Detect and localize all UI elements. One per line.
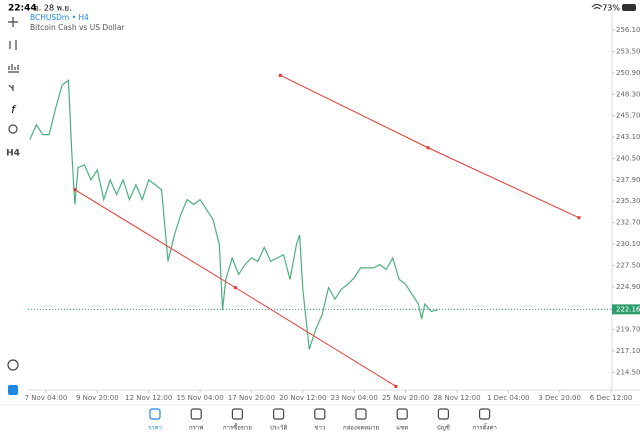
- y-tick-label: 219.70: [616, 326, 640, 334]
- x-tick-label: 23 Nov 04:00: [331, 394, 378, 402]
- trend-point: [577, 216, 581, 220]
- nav-icon: [396, 408, 408, 420]
- nav-item[interactable]: กราฟ: [189, 408, 203, 432]
- nav-label: ประวัติ: [270, 425, 288, 432]
- crosshair-tool[interactable]: [8, 17, 18, 27]
- nav-item[interactable]: ข่าว: [314, 408, 326, 432]
- y-tick-label: 230.10: [616, 240, 640, 248]
- y-tick-label: 245.70: [616, 112, 640, 120]
- y-tick-label: 243.10: [616, 133, 640, 141]
- y-tick-label: 214.50: [616, 368, 640, 376]
- trend-point: [426, 146, 430, 150]
- wifi-icon: [591, 3, 603, 10]
- x-tick-label: 15 Nov 04:00: [176, 394, 223, 402]
- chart-subtitle: Bitcoin Cash vs US Dollar: [30, 23, 125, 32]
- nav-icon: [231, 408, 243, 420]
- y-tick-label: 235.30: [616, 197, 640, 205]
- nav-item[interactable]: กล่องจดหมาย: [343, 408, 379, 432]
- x-tick-label: 17 Nov 20:00: [228, 394, 275, 402]
- y-tick-label: 240.50: [616, 154, 640, 162]
- nav-icon: [314, 408, 326, 420]
- function-tool[interactable]: f: [11, 103, 17, 116]
- nav-label: ข่าว: [314, 425, 325, 432]
- y-tick-label: 248.30: [616, 90, 640, 98]
- trend-point: [278, 73, 282, 77]
- battery-text: 73%: [602, 4, 620, 13]
- price-line: [29, 79, 438, 350]
- y-tick-label: 224.90: [616, 283, 640, 291]
- x-tick-label: 12 Nov 12:00: [125, 394, 172, 402]
- nav-label: บัญชี: [437, 424, 450, 432]
- left-toolbar: f H4: [6, 17, 20, 395]
- y-tick-label: 253.50: [616, 47, 640, 55]
- nav-icon: [273, 408, 285, 420]
- x-tick-label: 6 Dec 12:00: [590, 394, 633, 402]
- y-tick-label: 237.90: [616, 176, 640, 184]
- y-tick-label: 217.10: [616, 347, 640, 355]
- current-price-label: 222.16: [616, 305, 640, 313]
- battery-icon: [622, 4, 636, 11]
- y-tick-label: 232.70: [616, 219, 640, 227]
- x-tick-label: 7 Nov 04:00: [25, 394, 68, 402]
- chart-type-tool[interactable]: [9, 40, 17, 50]
- nav-icon: [149, 408, 161, 420]
- status-date: อ. 28 พ.ย.: [34, 4, 72, 13]
- chart-title: BCHUSDm • H4: [30, 13, 89, 22]
- nav-item[interactable]: แชท: [396, 408, 408, 432]
- y-tick-label: 227.50: [616, 261, 640, 269]
- x-tick-label: 1 Dec 04:00: [487, 394, 530, 402]
- nav-icon: [479, 408, 491, 420]
- nav-item[interactable]: บัญชี: [437, 408, 450, 432]
- trend-point: [233, 286, 237, 290]
- timeframe-button[interactable]: H4: [6, 149, 20, 159]
- nav-label: การตั้งค่า: [472, 422, 496, 432]
- bottom-nav: ราคา กราฟ การซื้อขาย ประวัติ ข่าว กล่องจดหมาย…: [148, 408, 497, 432]
- bars-tool[interactable]: [8, 64, 19, 73]
- y-tick-label: 250.90: [616, 69, 640, 77]
- nav-icon: [355, 408, 367, 420]
- nav-item[interactable]: ราคา: [148, 408, 162, 432]
- indicator-tool[interactable]: [8, 84, 14, 91]
- nav-label: กราฟ: [189, 425, 203, 432]
- nav-label: แชท: [396, 425, 408, 432]
- app-logo[interactable]: [8, 385, 18, 395]
- nav-icon: [190, 408, 202, 420]
- nav-item[interactable]: การตั้งค่า: [472, 408, 497, 432]
- nav-icon: [437, 408, 449, 420]
- nav-label: ราคา: [148, 425, 162, 432]
- nav-item[interactable]: ประวัติ: [270, 408, 288, 432]
- speed-tool[interactable]: [7, 359, 19, 371]
- nav-label: กล่องจดหมาย: [343, 425, 379, 432]
- x-tick-label: 3 Dec 20:00: [538, 394, 581, 402]
- trend-point: [394, 384, 398, 388]
- shapes-tool[interactable]: [8, 124, 18, 134]
- status-time: 22:44: [8, 4, 37, 14]
- x-tick-label: 28 Nov 12:00: [433, 394, 480, 402]
- current-price-tag: [612, 304, 640, 315]
- nav-label: การซื้อขาย: [223, 422, 252, 432]
- y-tick-label: 256.10: [616, 26, 640, 34]
- nav-item[interactable]: การซื้อขาย: [223, 408, 252, 432]
- x-tick-label: 25 Nov 20:00: [382, 394, 429, 402]
- trend-point: [73, 188, 77, 192]
- x-tick-label: 20 Nov 12:00: [279, 394, 326, 402]
- x-tick-label: 9 Nov 20:00: [76, 394, 119, 402]
